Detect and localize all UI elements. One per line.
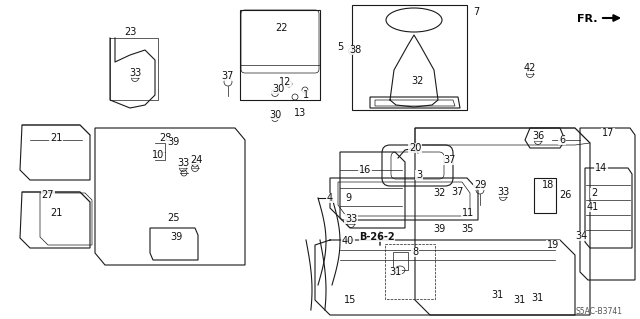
Text: 23: 23 [124, 27, 136, 37]
Text: 37: 37 [443, 155, 455, 165]
Text: 33: 33 [497, 187, 509, 197]
Bar [352, 5, 467, 110]
Text: 32: 32 [434, 188, 446, 198]
Text: 36: 36 [532, 131, 544, 141]
Bar [393, 252, 408, 270]
Text: 41: 41 [587, 202, 599, 212]
Text: 33: 33 [345, 214, 357, 224]
Text: 40: 40 [342, 236, 354, 246]
Text: 14: 14 [595, 163, 607, 173]
Bar [385, 244, 435, 299]
Text: 10: 10 [152, 150, 164, 160]
Text: 35: 35 [461, 224, 473, 234]
Text: 27: 27 [42, 190, 54, 200]
Text: 3: 3 [416, 170, 422, 180]
Text: 7: 7 [473, 7, 479, 17]
Text: 24: 24 [190, 155, 202, 165]
Text: 42: 42 [524, 63, 536, 73]
Text: 28: 28 [159, 133, 171, 143]
Text: 11: 11 [462, 208, 474, 218]
Text: FR.: FR. [577, 14, 597, 24]
Text: 34: 34 [575, 231, 587, 241]
Bar [534, 178, 556, 213]
Text: 30: 30 [272, 84, 284, 94]
Text: 21: 21 [50, 133, 62, 143]
Text: 38: 38 [349, 45, 361, 55]
Text: 31: 31 [513, 295, 525, 305]
Text: 21: 21 [50, 208, 62, 218]
Text: 39: 39 [170, 232, 182, 242]
Text: 39: 39 [167, 137, 179, 147]
Text: 33: 33 [129, 68, 141, 78]
Text: 33: 33 [177, 158, 189, 168]
Text: 26: 26 [559, 190, 571, 200]
Text: 31: 31 [531, 293, 543, 303]
Text: 29: 29 [474, 180, 486, 190]
Text: 15: 15 [344, 295, 356, 305]
Text: 17: 17 [602, 128, 614, 138]
Text: 16: 16 [359, 165, 371, 175]
Text: S5AC-B3741: S5AC-B3741 [575, 307, 622, 316]
Text: 31: 31 [491, 290, 503, 300]
Text: 12: 12 [279, 77, 291, 87]
Text: 25: 25 [167, 213, 179, 223]
Text: 37: 37 [451, 187, 463, 197]
Text: 19: 19 [547, 240, 559, 250]
Text: 31: 31 [389, 267, 401, 277]
Text: 13: 13 [294, 108, 306, 118]
Text: 2: 2 [591, 188, 597, 198]
Text: 20: 20 [409, 143, 421, 153]
Text: 18: 18 [542, 180, 554, 190]
Text: 30: 30 [269, 110, 281, 120]
Text: 37: 37 [222, 71, 234, 81]
Text: 1: 1 [303, 90, 309, 100]
Text: 22: 22 [275, 23, 287, 33]
Text: 6: 6 [559, 135, 565, 145]
Text: 8: 8 [412, 247, 418, 257]
Text: 32: 32 [412, 76, 424, 86]
Text: 5: 5 [337, 42, 343, 52]
Text: 9: 9 [345, 193, 351, 203]
Text: B-26-2: B-26-2 [359, 232, 395, 242]
Text: 4: 4 [327, 193, 333, 203]
Text: 39: 39 [433, 224, 445, 234]
